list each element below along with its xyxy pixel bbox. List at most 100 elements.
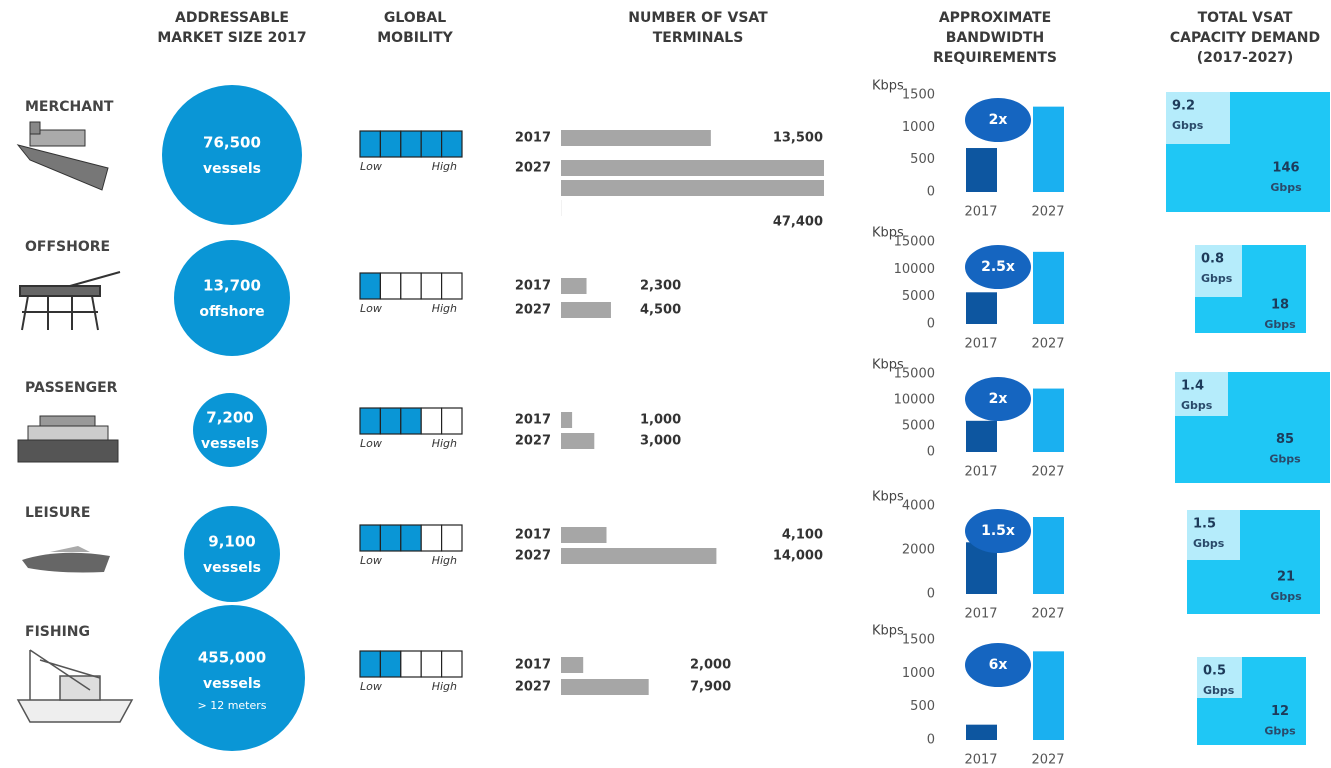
bandwidth-category: 2027 — [1031, 465, 1064, 480]
mobility-box — [379, 130, 402, 158]
market-unit: vessels — [201, 436, 259, 452]
multiplier-badge — [965, 245, 1031, 289]
bandwidth-tick: 15000 — [894, 235, 935, 250]
mobility-low: Low — [360, 302, 382, 315]
terminal-value: 4,500 — [640, 303, 681, 318]
bandwidth-bar — [966, 420, 997, 452]
capacity-large-unit: Gbps — [1264, 318, 1296, 331]
market-note: > 12 meters — [197, 699, 266, 712]
terminal-bar — [561, 657, 584, 673]
row-name: FISHING — [25, 624, 90, 640]
capacity-small-value: 0.8 — [1201, 252, 1224, 267]
column-header: NUMBER OF VSAT — [628, 10, 768, 26]
bandwidth-category: 2027 — [1031, 337, 1064, 352]
terminal-bar — [561, 548, 717, 564]
mobility-box — [400, 650, 422, 678]
capacity-small-unit: Gbps — [1203, 684, 1235, 697]
capacity-small — [1187, 510, 1240, 560]
bandwidth-category: 2027 — [1031, 607, 1064, 622]
capacity-small — [1166, 92, 1230, 144]
terminal-value: 1,000 — [640, 413, 681, 428]
capacity-small-unit: Gbps — [1172, 119, 1204, 132]
mobility-box — [400, 407, 422, 435]
bandwidth-category: 2027 — [1031, 205, 1064, 220]
bandwidth-tick: 10000 — [894, 262, 935, 277]
bandwidth-tick: 5000 — [902, 419, 935, 434]
terminal-bar — [561, 679, 649, 695]
market-unit: vessels — [203, 560, 261, 576]
market-value: 455,000 — [198, 649, 266, 667]
offshore-icon — [19, 271, 121, 331]
mobility-box — [420, 524, 443, 552]
terminal-bar — [561, 130, 711, 146]
capacity-large-value: 18 — [1271, 298, 1289, 313]
terminal-value: 2,000 — [690, 658, 731, 673]
capacity-small-unit: Gbps — [1201, 272, 1233, 285]
row-name: OFFSHORE — [25, 239, 110, 255]
mobility-box — [379, 407, 402, 435]
multiplier: 6x — [989, 657, 1008, 673]
mobility-box — [400, 524, 422, 552]
bandwidth-unit: Kbps — [872, 358, 904, 373]
terminal-year: 2017 — [515, 528, 551, 543]
multiplier-badge — [965, 643, 1031, 687]
terminal-year: 2027 — [515, 680, 551, 695]
bandwidth-tick: 5000 — [902, 289, 935, 304]
capacity-small — [1175, 372, 1228, 416]
mobility-box — [441, 272, 463, 300]
mobility-box — [359, 407, 381, 435]
mobility-box — [379, 272, 402, 300]
market-value: 9,100 — [208, 533, 255, 551]
column-header: ADDRESSABLE — [175, 10, 289, 26]
bandwidth-bar — [1033, 106, 1064, 192]
bandwidth-category: 2017 — [964, 465, 997, 480]
bandwidth-bar — [966, 292, 997, 324]
market-circle — [193, 393, 267, 467]
terminal-bar — [561, 180, 824, 196]
column-header: APPROXIMATE — [939, 10, 1051, 26]
bandwidth-tick: 1500 — [902, 633, 935, 648]
multiplier: 2x — [989, 112, 1008, 128]
column-header: MARKET SIZE 2017 — [157, 30, 306, 46]
row-name: LEISURE — [25, 505, 91, 521]
market-value: 13,700 — [203, 277, 261, 295]
market-circle — [174, 240, 290, 356]
bandwidth-bar — [1033, 251, 1064, 324]
bandwidth-bar — [966, 148, 997, 192]
multiplier: 2x — [989, 391, 1008, 407]
terminal-year: 2027 — [515, 434, 551, 449]
market-circle — [184, 506, 280, 602]
market-circle — [162, 85, 302, 225]
terminal-bar — [561, 433, 595, 449]
mobility-box — [359, 272, 381, 300]
capacity-small-unit: Gbps — [1181, 399, 1213, 412]
terminal-bar — [561, 160, 824, 176]
mobility-box — [441, 650, 463, 678]
mobility-box — [420, 130, 443, 158]
multiplier-badge — [965, 98, 1031, 142]
bandwidth-tick: 2000 — [902, 543, 935, 558]
bandwidth-tick: 0 — [927, 445, 935, 460]
bandwidth-tick: 0 — [927, 317, 935, 332]
bandwidth-tick: 10000 — [894, 393, 935, 408]
capacity-small-value: 1.5 — [1193, 517, 1216, 532]
capacity-large-value: 85 — [1276, 432, 1294, 447]
terminal-value: 7,900 — [690, 680, 731, 695]
terminal-year: 2017 — [515, 658, 551, 673]
bandwidth-category: 2017 — [964, 337, 997, 352]
mobility-box — [420, 650, 443, 678]
market-circle — [159, 605, 305, 751]
column-header: TERMINALS — [653, 30, 744, 46]
terminal-year: 2017 — [515, 413, 551, 428]
bandwidth-bar — [1033, 517, 1064, 594]
mobility-low: Low — [360, 554, 382, 567]
mobility-low: Low — [360, 437, 382, 450]
bandwidth-category: 2017 — [964, 205, 997, 220]
column-header: TOTAL VSAT — [1198, 10, 1293, 26]
mobility-low: Low — [360, 160, 382, 173]
bandwidth-tick: 4000 — [902, 499, 935, 514]
capacity-small-unit: Gbps — [1193, 537, 1225, 550]
terminal-year: 2017 — [515, 131, 551, 146]
mobility-box — [379, 650, 402, 678]
terminal-bar — [561, 278, 587, 294]
